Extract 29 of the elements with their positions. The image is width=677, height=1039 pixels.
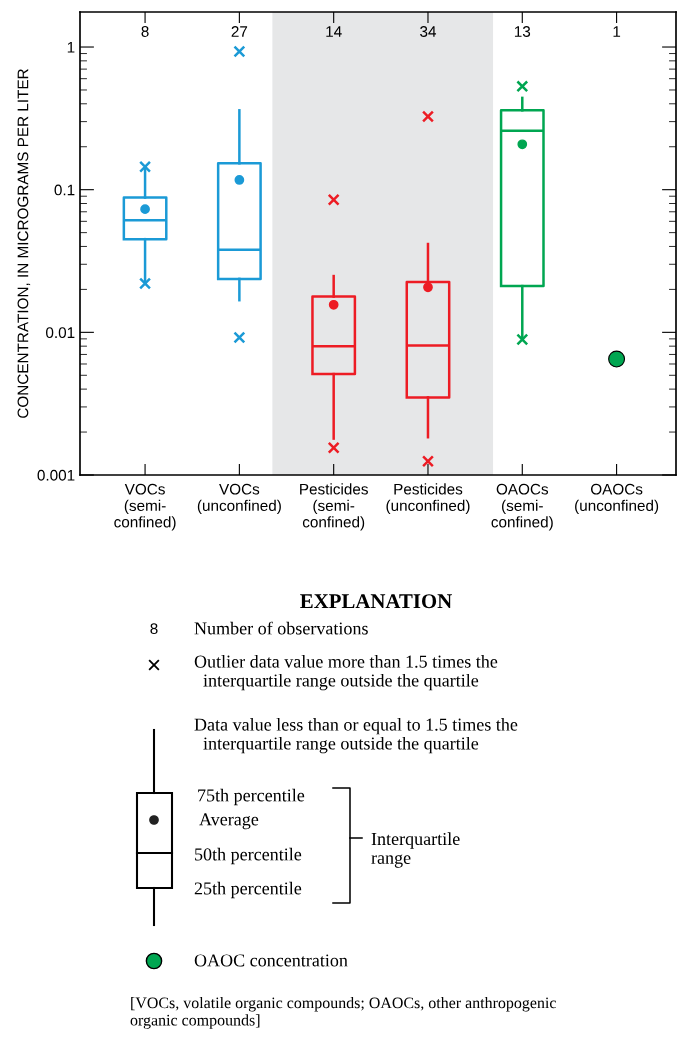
text: 25th percentile (194, 881, 302, 899)
text: OAOC concentration (194, 954, 348, 967)
y-axis-title: CONCENTRATION, IN MICROGRAMS PER LITER (17, 69, 31, 418)
text: Number of observations (194, 621, 368, 635)
y-tick-label: 0.001 (37, 469, 75, 481)
text: 75th percentile (198, 788, 305, 806)
y-tick-label: 0.01 (46, 327, 75, 339)
x-tick-label: OAOCs (unconfined) (575, 483, 659, 515)
text: Data value less than or equal to 1.5 times the interquartile range outside the quartile (194, 718, 518, 754)
text: [VOCs, volatile organic compounds; OAOCs, other anthropogenic organic compounds] (130, 997, 556, 1029)
text: Average (199, 813, 259, 830)
text: EXPLANATION (300, 594, 452, 609)
x-tick-label: VOCs (unconfined) (197, 483, 281, 515)
text: Outlier data value more than 1.5 times the interquartile range outside the quartile (194, 655, 498, 691)
annotation: 27 (231, 26, 248, 37)
annotation: 8 (141, 26, 149, 37)
annotation: 14 (326, 26, 342, 37)
annotation: 1 (613, 26, 621, 37)
annotation: 13 (514, 26, 531, 37)
text: Interquartile range (371, 832, 460, 868)
x-tick-label: Pesticides (semi- confined) (300, 483, 368, 531)
x-tick-label: Pesticides (unconfined) (386, 483, 470, 515)
x-tick-label: VOCs (semi- confined) (114, 483, 176, 531)
text: 8 (150, 623, 158, 635)
annotation: 34 (420, 26, 437, 37)
y-tick-label: 0.1 (54, 184, 75, 196)
y-tick-label: 1 (67, 42, 75, 53)
text: 50th percentile (195, 847, 302, 865)
x-tick-label: OAOCs (semi- confined) (491, 483, 553, 531)
